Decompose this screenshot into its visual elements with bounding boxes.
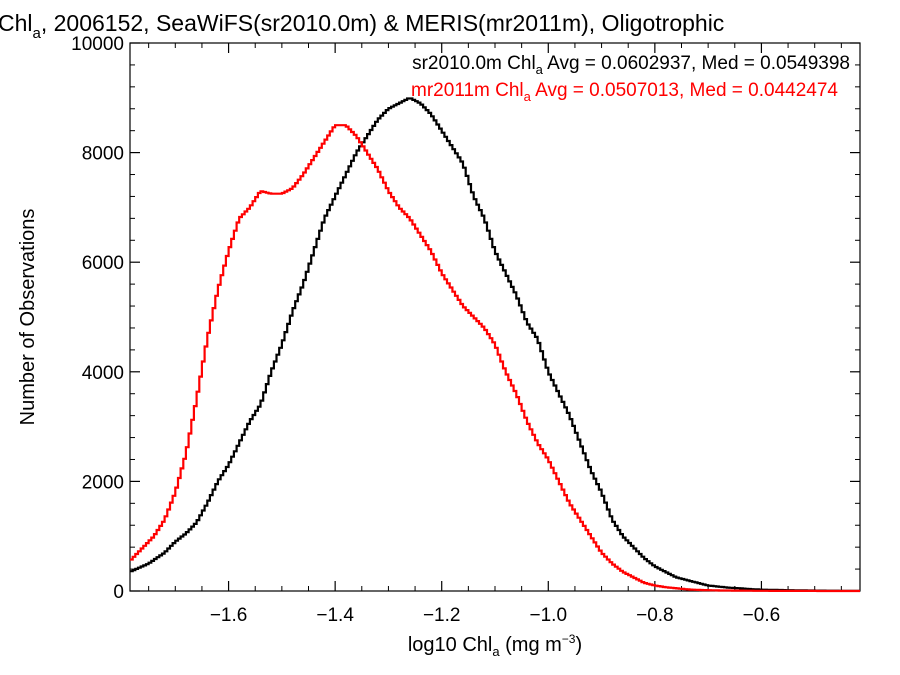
x-axis-label-close: ) (575, 634, 582, 656)
x-axis-label: log10 Chla (mg m−3) (408, 632, 582, 659)
x-tick-label: −1.6 (210, 605, 248, 626)
annotation-1-sub: a (536, 62, 544, 77)
annotation-2-pre: mr2011m Chl (411, 80, 524, 101)
series-line-mr2011m (130, 124, 860, 593)
chart-title: Chla, 2006152, SeaWiFS(sr2010.0m) & MERI… (0, 10, 724, 42)
x-axis-label-sup: −3 (562, 632, 576, 646)
annotation-series-1: sr2010.0m Chla Avg = 0.0602937, Med = 0.… (412, 53, 850, 77)
x-tick-labels: −1.6 −1.4 −1.2 −1.0 −0.8 −0.6 (210, 605, 780, 626)
chart-title-subscript: a (33, 25, 42, 42)
chart-title-rest: , 2006152, SeaWiFS(sr2010.0m) & MERIS(mr… (41, 10, 724, 36)
x-tick-label: −0.8 (636, 605, 674, 626)
annotation-2-sub: a (524, 89, 532, 104)
x-tick-label: −1.0 (530, 605, 568, 626)
annotation-1-pre: sr2010.0m Chl (412, 53, 536, 74)
x-axis-label-pre: log10 Chl (408, 634, 493, 656)
y-axis-label: Number of Observations (17, 209, 39, 426)
axis-ticks (130, 42, 860, 592)
x-axis-label-post: (mg m (500, 634, 562, 656)
annotation-series-2: mr2011m Chla Avg = 0.0507013, Med = 0.04… (411, 80, 838, 104)
y-tick-label: 4000 (82, 363, 124, 384)
x-tick-label: −1.4 (316, 605, 354, 626)
series-line-sr2010.0m (130, 97, 860, 592)
annotation-1-post: Avg = 0.0602937, Med = 0.0549398 (543, 53, 850, 74)
y-tick-label: 8000 (82, 144, 124, 165)
x-axis-label-sub: a (492, 644, 500, 659)
plot-frame (129, 42, 861, 592)
y-tick-label: 0 (113, 582, 124, 603)
y-tick-label: 10000 (71, 34, 124, 55)
annotation-2-post: Avg = 0.0507013, Med = 0.0442474 (531, 80, 839, 101)
y-tick-label: 6000 (82, 253, 124, 274)
x-tick-label: −0.6 (743, 605, 781, 626)
chart-title-main: Chl (0, 10, 33, 36)
y-tick-label: 2000 (82, 472, 124, 493)
series-layer (130, 97, 860, 593)
y-tick-labels: 0 2000 4000 6000 8000 10000 (71, 34, 124, 603)
x-tick-label: −1.2 (423, 605, 461, 626)
